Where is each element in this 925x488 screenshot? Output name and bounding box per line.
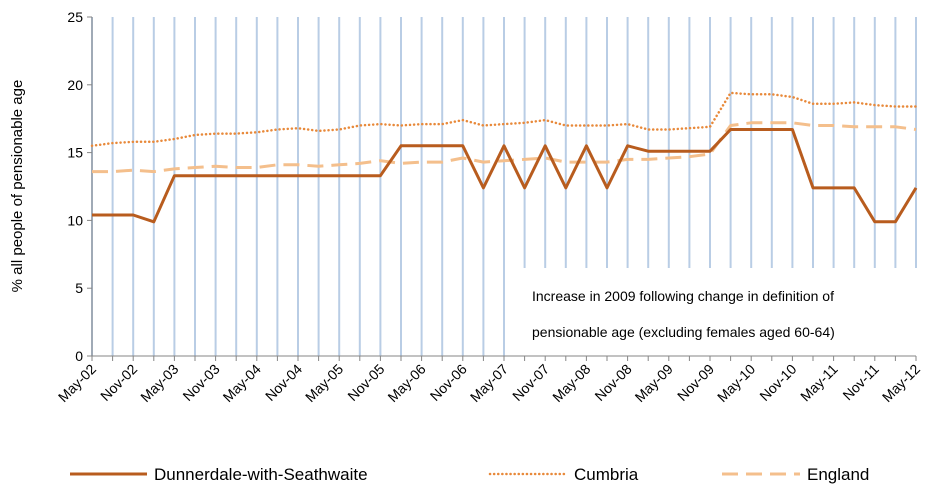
x-tick-label: Nov-11 bbox=[839, 361, 882, 404]
series-line-cumbria bbox=[90, 91, 918, 148]
x-tick-label: Nov-05 bbox=[344, 361, 387, 404]
legend-label: England bbox=[807, 465, 869, 484]
annotation-line-1: Increase in 2009 following change in def… bbox=[532, 288, 834, 304]
x-tick-label: May-09 bbox=[632, 361, 676, 405]
x-tick-label: May-06 bbox=[384, 361, 428, 405]
legend-label: Dunnerdale-with-Seathwaite bbox=[154, 465, 368, 484]
x-tick-label: Nov-04 bbox=[262, 361, 305, 404]
series-line-dunnerdale-with-seathwaite bbox=[92, 128, 918, 224]
y-tick-label: 5 bbox=[75, 280, 83, 296]
y-tick-label: 15 bbox=[67, 145, 83, 161]
axes bbox=[87, 16, 917, 361]
y-tick-label: 0 bbox=[75, 348, 83, 364]
y-tick-label: 25 bbox=[67, 9, 83, 25]
x-tick-label: May-08 bbox=[549, 361, 593, 405]
x-tick-label: May-11 bbox=[797, 361, 841, 405]
x-tick-label: Nov-07 bbox=[509, 361, 552, 404]
y-axis-label: % all people of pensionable age bbox=[9, 80, 26, 293]
x-tick-label: May-03 bbox=[137, 361, 181, 405]
series-line-england bbox=[92, 121, 917, 174]
x-tick-label: Nov-02 bbox=[97, 361, 140, 404]
y-tick-label: 10 bbox=[67, 212, 83, 228]
x-tick-label: May-05 bbox=[302, 361, 346, 405]
x-tick-label: May-02 bbox=[55, 361, 99, 405]
legend-label: Cumbria bbox=[574, 465, 639, 484]
x-tick-label: Nov-03 bbox=[179, 361, 222, 404]
x-tick-label: May-12 bbox=[879, 361, 923, 405]
annotation-background bbox=[513, 268, 919, 356]
annotation: Increase in 2009 following change in def… bbox=[532, 288, 835, 340]
x-tick-label: Nov-08 bbox=[591, 361, 634, 404]
y-tick-labels: 0 5 10 15 20 25 bbox=[67, 9, 83, 364]
x-tick-label: Nov-09 bbox=[674, 361, 717, 404]
legend: Dunnerdale-with-Seathwaite Cumbria England bbox=[70, 465, 869, 484]
x-tick-labels: May-02Nov-02May-03Nov-03May-04Nov-04May-… bbox=[55, 361, 923, 405]
x-tick-label: May-10 bbox=[714, 361, 758, 405]
annotation-line-2: pensionable age (excluding females aged … bbox=[532, 324, 835, 340]
x-tick-label: May-04 bbox=[220, 361, 264, 405]
y-tick-label: 20 bbox=[67, 77, 83, 93]
x-tick-label: May-07 bbox=[467, 361, 511, 405]
series-lines bbox=[90, 91, 918, 224]
x-tick-label: Nov-06 bbox=[427, 361, 470, 404]
x-tick-label: Nov-10 bbox=[756, 361, 799, 404]
